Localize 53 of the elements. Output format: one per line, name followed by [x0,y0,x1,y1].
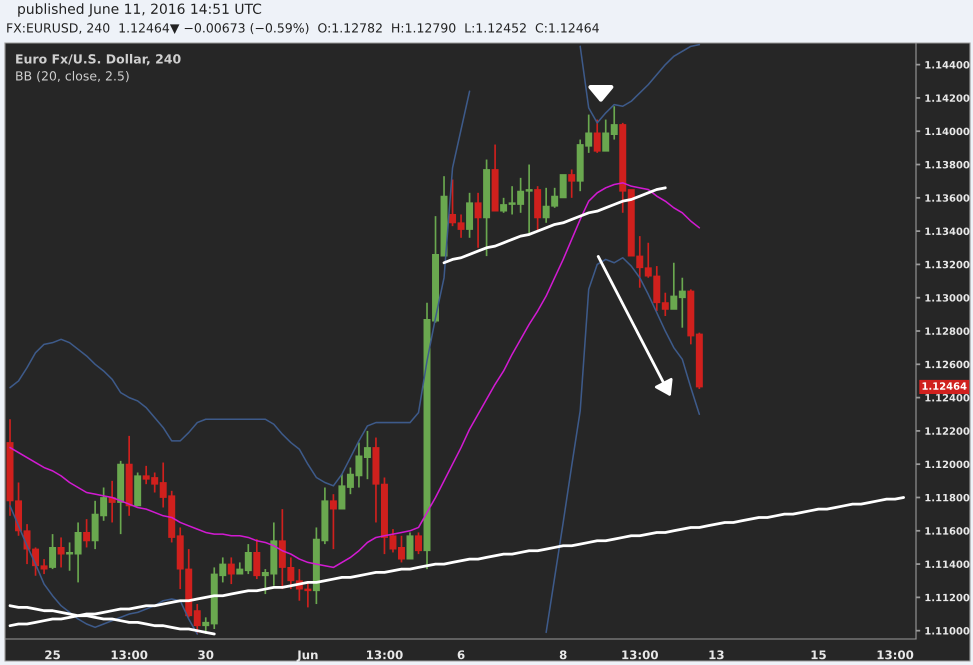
x-tick-label: 15 [812,650,826,660]
candlestick [474,192,482,249]
x-tick-label: 30 [198,650,214,660]
candlestick [636,235,644,289]
x-tick-label: 13:00 [878,650,914,660]
candlestick [594,118,601,154]
y-tick-label: 1.12400 [925,394,970,402]
y-tick-label: 1.13200 [925,260,970,268]
candlestick [228,556,235,585]
y-tick-label: 1.11000 [925,627,970,635]
text: 1.12464 [922,382,967,390]
y-tick-label: 1.13600 [925,194,970,202]
candlestick [219,556,226,584]
candlestick [602,118,610,152]
candlestick [83,518,90,548]
y-tick-label: 1.13400 [925,228,970,236]
candlestick [202,616,210,635]
line-series [442,186,667,264]
x-tick-label: 25 [45,650,60,660]
line-series [9,182,700,568]
y-tick-label: 1.11200 [925,594,970,602]
y-tick-label: 1.14000 [925,128,970,136]
x-tick-label: 13:00 [112,650,148,660]
y-tick-label: 1.12200 [925,427,970,435]
y-tick-label: 1.13000 [925,294,970,302]
y-tick-label: 1.12600 [925,360,970,368]
y-tick-label: 1.14400 [925,61,970,69]
x-tick-label: 13:00 [622,650,658,660]
candlestick [253,538,260,580]
candlestick [406,532,414,560]
candlestick [330,493,337,550]
y-tick-label: 1.11400 [925,560,970,568]
x-tick-label: 8 [560,650,567,660]
annotation: BB (20, close, 2.5) [16,70,129,82]
y-tick-label: 1.12000 [925,460,970,468]
x-tick-label: 13:00 [367,650,403,660]
annotation: Euro Fx/U.S. Dollar, 240 [16,54,181,66]
chart-subtitle: FX:EURUSD, 240 1.12464▼ −0.00673 (−0.59%) O:1.12782 H:1.12790 L:1.12452 C:1.12464 [7,22,599,34]
y-tick-label: 1.11800 [925,494,970,502]
y-tick-label: 1.14200 [925,94,970,102]
y-tick-label: 1.12800 [925,327,970,335]
y-tick-label: 1.13800 [925,160,970,168]
y-tick-label: 1.11600 [925,527,970,535]
chart-title: published June 11, 2016 14:51 UTC [18,3,262,17]
candlestick [610,105,618,140]
candlestick [58,536,65,568]
candlestick [194,603,201,635]
x-tick-label: 13 [709,650,724,660]
candlestick [49,533,56,570]
x-tick-label: Jun [296,650,318,662]
candlestick [415,532,422,555]
x-tick-label: 6 [458,650,465,660]
candlestick [568,168,576,199]
